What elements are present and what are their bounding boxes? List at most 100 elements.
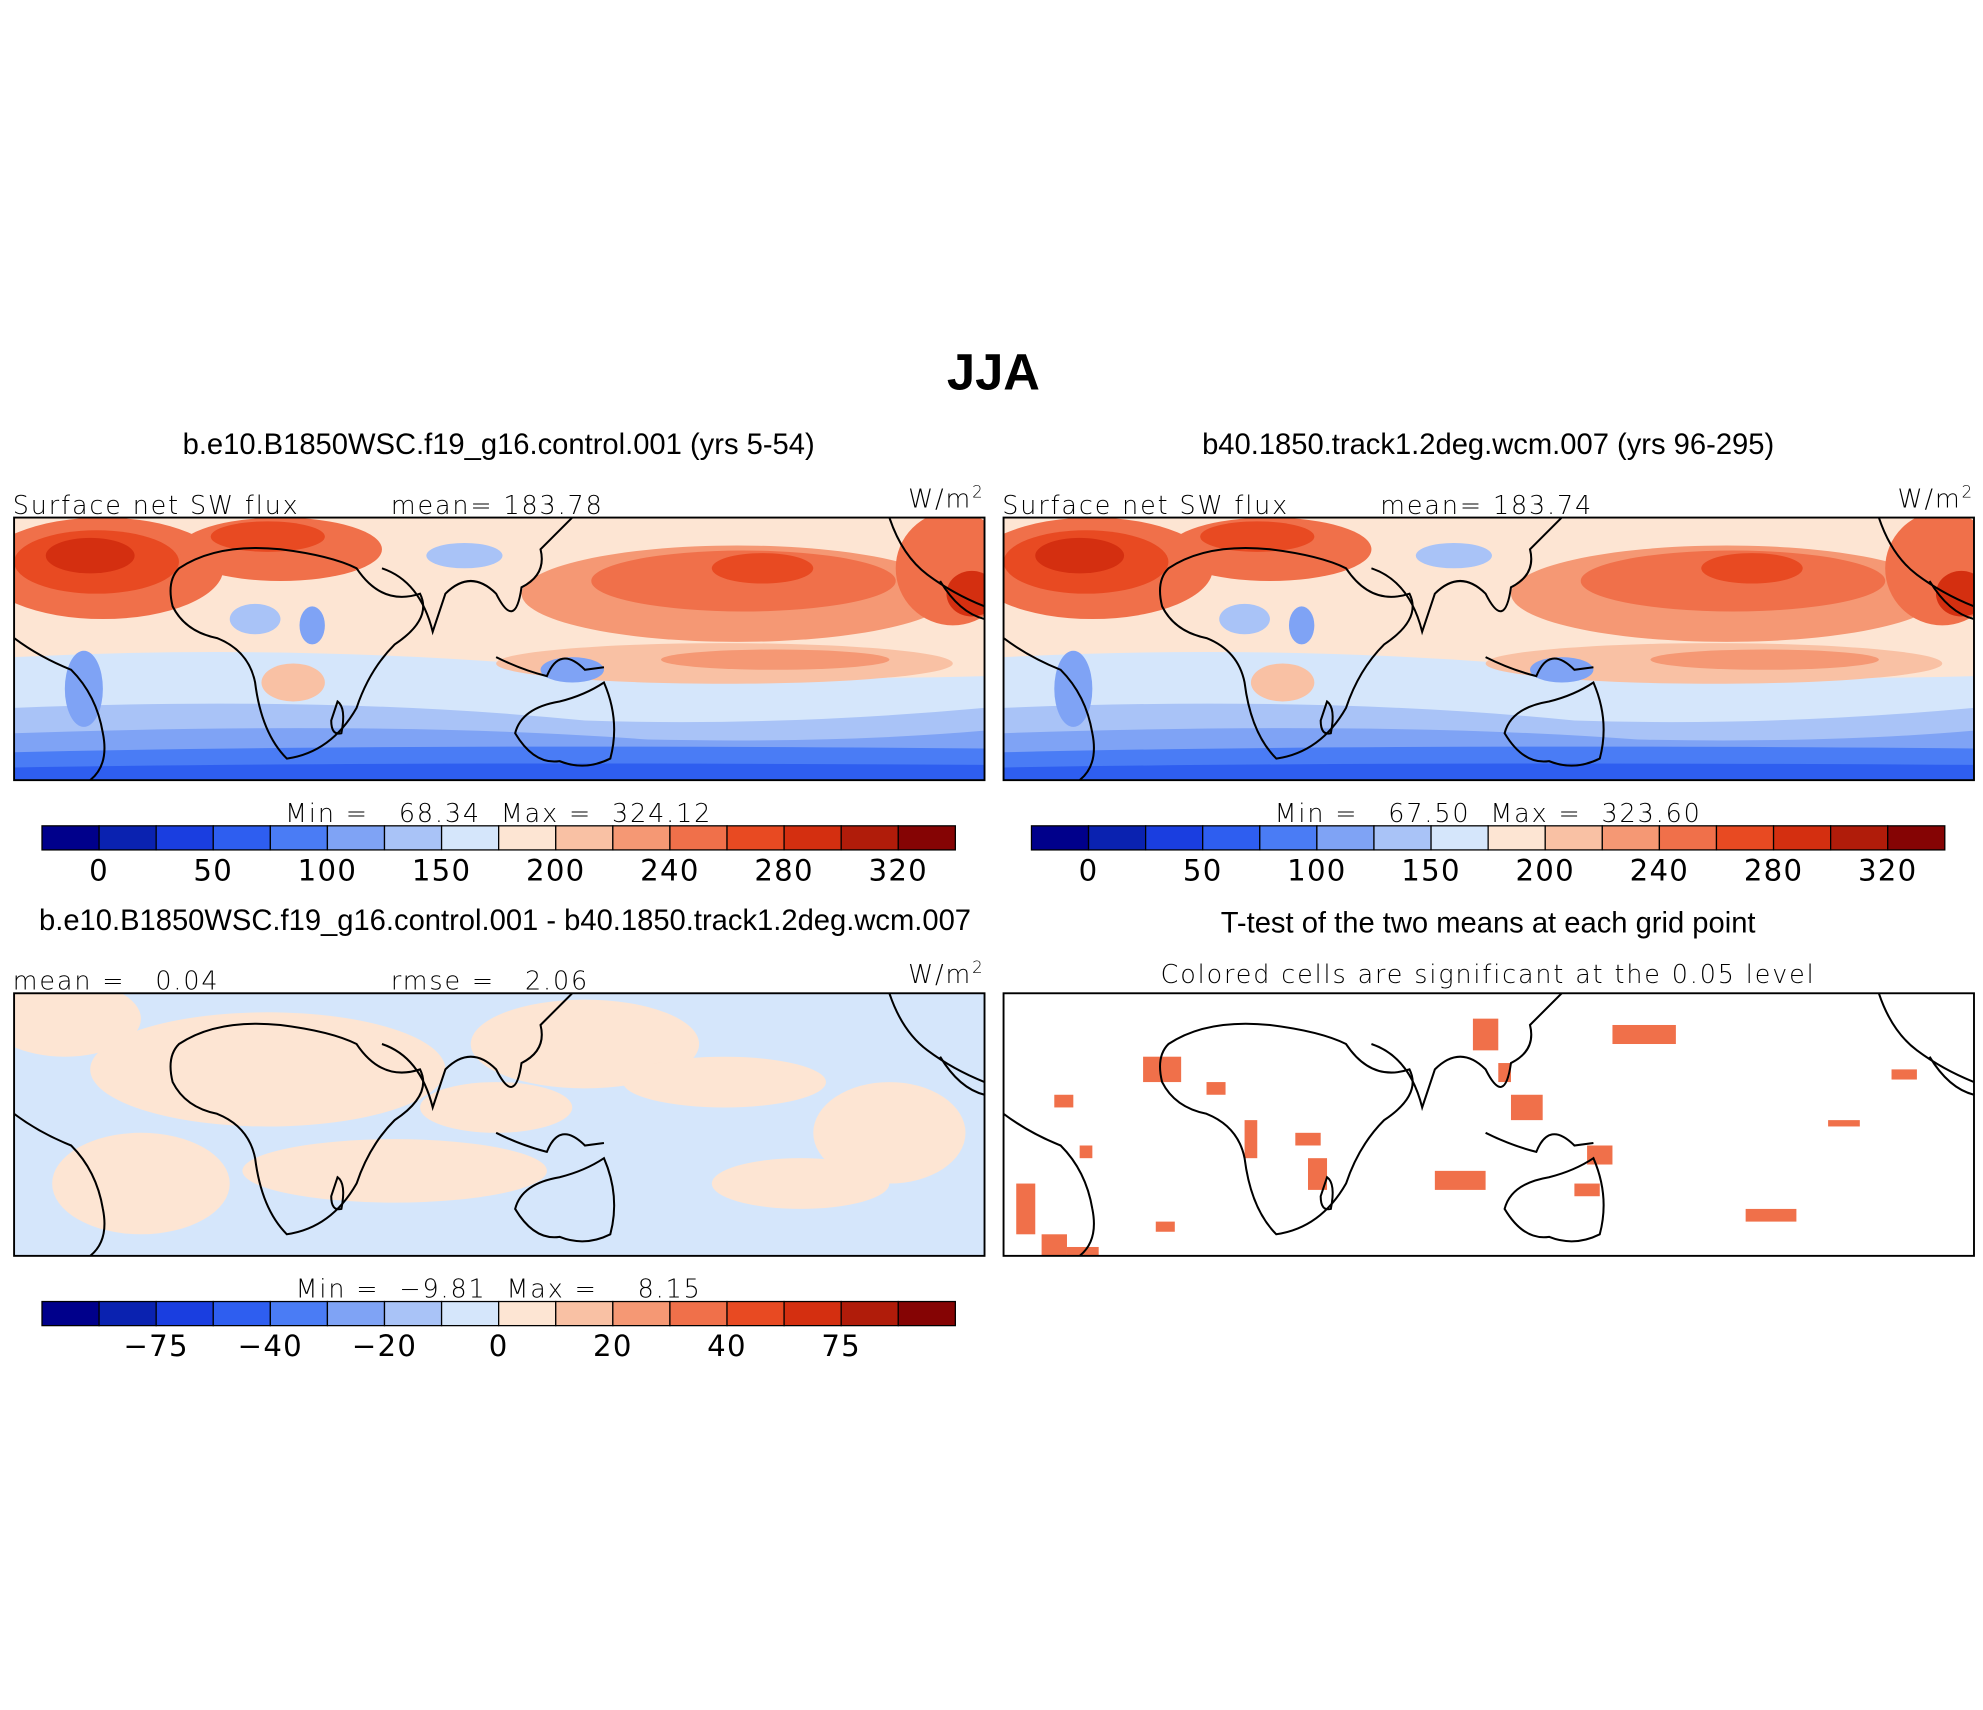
colorbar-box [326, 825, 386, 851]
diff-area [242, 1139, 547, 1203]
colorbar-box [1772, 825, 1832, 851]
diff-area [622, 1056, 826, 1108]
map-frame [1002, 992, 1975, 1257]
colorbar-box [98, 1300, 157, 1327]
significant-cell [1206, 1082, 1226, 1095]
colorbar-box [612, 1300, 671, 1327]
significant-cell [1574, 1183, 1600, 1197]
colorbar-box [726, 825, 785, 851]
colorbar-box [383, 1300, 443, 1327]
colorbar-box [440, 825, 500, 851]
significant-cell [1041, 1234, 1067, 1256]
map [1003, 993, 1974, 1256]
units-power: 2 [1962, 482, 1974, 501]
panel-title: b.e10.B1850WSC.f19_g16.control.001 - b40… [39, 905, 971, 937]
colorbar-box [326, 1300, 386, 1327]
significant-cell [1510, 1094, 1543, 1121]
colorbar-label: 20 [593, 1329, 633, 1363]
panel-title: b.e10.B1850WSC.f19_g16.control.001 (yrs … [183, 429, 815, 461]
colorbar-box [41, 825, 100, 851]
min-max: Min = 68.34 Max = 324.12 [285, 798, 712, 828]
colorbar-box [897, 1300, 956, 1327]
colorbar-box [555, 1300, 614, 1327]
colorbar-box [212, 825, 271, 851]
colorbar-label: 240 [1630, 853, 1689, 887]
colorbar-box [498, 825, 557, 851]
colorbar-box [269, 1300, 329, 1327]
figure-title: JJA [947, 343, 1040, 400]
contour-map [0, 511, 1010, 780]
colorbar-box [1601, 825, 1661, 851]
left-string: mean = 0.04 [13, 965, 220, 995]
left-string: Surface net SW flux [13, 490, 300, 520]
colorbar-box [1144, 825, 1204, 851]
significant-cell [1828, 1120, 1860, 1127]
colorbar-label: −40 [238, 1329, 303, 1363]
colorbar-box [1373, 825, 1432, 851]
colorbar-box [1715, 825, 1775, 851]
colorbar-label: 100 [298, 853, 357, 887]
diff-area [420, 1082, 573, 1133]
colorbar-box [1202, 825, 1261, 851]
diff-area [52, 1132, 230, 1235]
colorbar-label: 320 [1858, 853, 1917, 887]
min-max: Min = 67.50 Max = 323.60 [1275, 798, 1702, 828]
colorbar-box [1087, 825, 1147, 851]
min-max: Min = −9.81 Max = 8.15 [296, 1274, 702, 1304]
map [0, 511, 1010, 780]
significant-cell [1054, 1094, 1074, 1108]
units: W/m2 [1898, 482, 1974, 513]
colorbar-label: −75 [123, 1329, 188, 1363]
colorbar-box [783, 825, 842, 851]
colorbar-box [1316, 825, 1375, 851]
colorbar-label: 200 [526, 853, 585, 887]
panel-title: T-test of the two means at each grid poi… [1221, 907, 1756, 939]
significant-cell [1472, 1018, 1499, 1051]
units-power: 2 [972, 482, 984, 501]
colorbar-box [726, 1300, 785, 1327]
colorbar-box [498, 1300, 557, 1327]
colorbar-box [41, 1300, 100, 1327]
significant-cell [1745, 1208, 1797, 1222]
colorbar-label: 0 [1079, 853, 1099, 887]
diff-area [711, 1158, 890, 1209]
colorbar-label: 150 [412, 853, 471, 887]
significant-cell [1308, 1158, 1328, 1190]
colorbar-label: 280 [1744, 853, 1803, 887]
units: W/m2 [908, 958, 984, 989]
colorbar-box [269, 825, 329, 851]
colorbar-label: 40 [707, 1329, 747, 1363]
units: W/m2 [908, 482, 984, 513]
colorbar-label: 50 [193, 853, 233, 887]
colorbar-label: 150 [1401, 853, 1460, 887]
diff-area [90, 1012, 446, 1127]
colorbar-label: 75 [821, 1329, 861, 1363]
colorbar-box [783, 1300, 842, 1327]
colorbar-box [440, 1300, 500, 1327]
units-power: 2 [972, 958, 984, 977]
colorbar-box [1430, 825, 1489, 851]
significant-cell [1434, 1170, 1486, 1190]
significant-cell [1891, 1069, 1917, 1080]
colorbar-box [669, 825, 728, 851]
significant-cell [1295, 1132, 1321, 1146]
significant-cell [1587, 1145, 1613, 1165]
colorbar-label: 0 [489, 1329, 509, 1363]
colorbar-box [1830, 825, 1889, 851]
colorbar-box [1887, 825, 1946, 851]
units-text: W/m [1898, 483, 1962, 513]
map [14, 993, 985, 1256]
colorbar-box [612, 825, 671, 851]
colorbar-box [383, 825, 443, 851]
panel-title: b40.1850.track1.2deg.wcm.007 (yrs 96-295… [1202, 429, 1774, 461]
colorbar-box [155, 825, 214, 851]
panel-subtitle: Colored cells are significant at the 0.0… [1161, 959, 1816, 989]
diff-area [813, 1082, 966, 1184]
panels: b.e10.B1850WSC.f19_g16.control.001 (yrs … [0, 429, 1975, 1363]
map-frame [13, 516, 986, 782]
colorbar-box [98, 825, 157, 851]
diff-area [14, 993, 141, 1057]
colorbar-box [897, 825, 956, 851]
